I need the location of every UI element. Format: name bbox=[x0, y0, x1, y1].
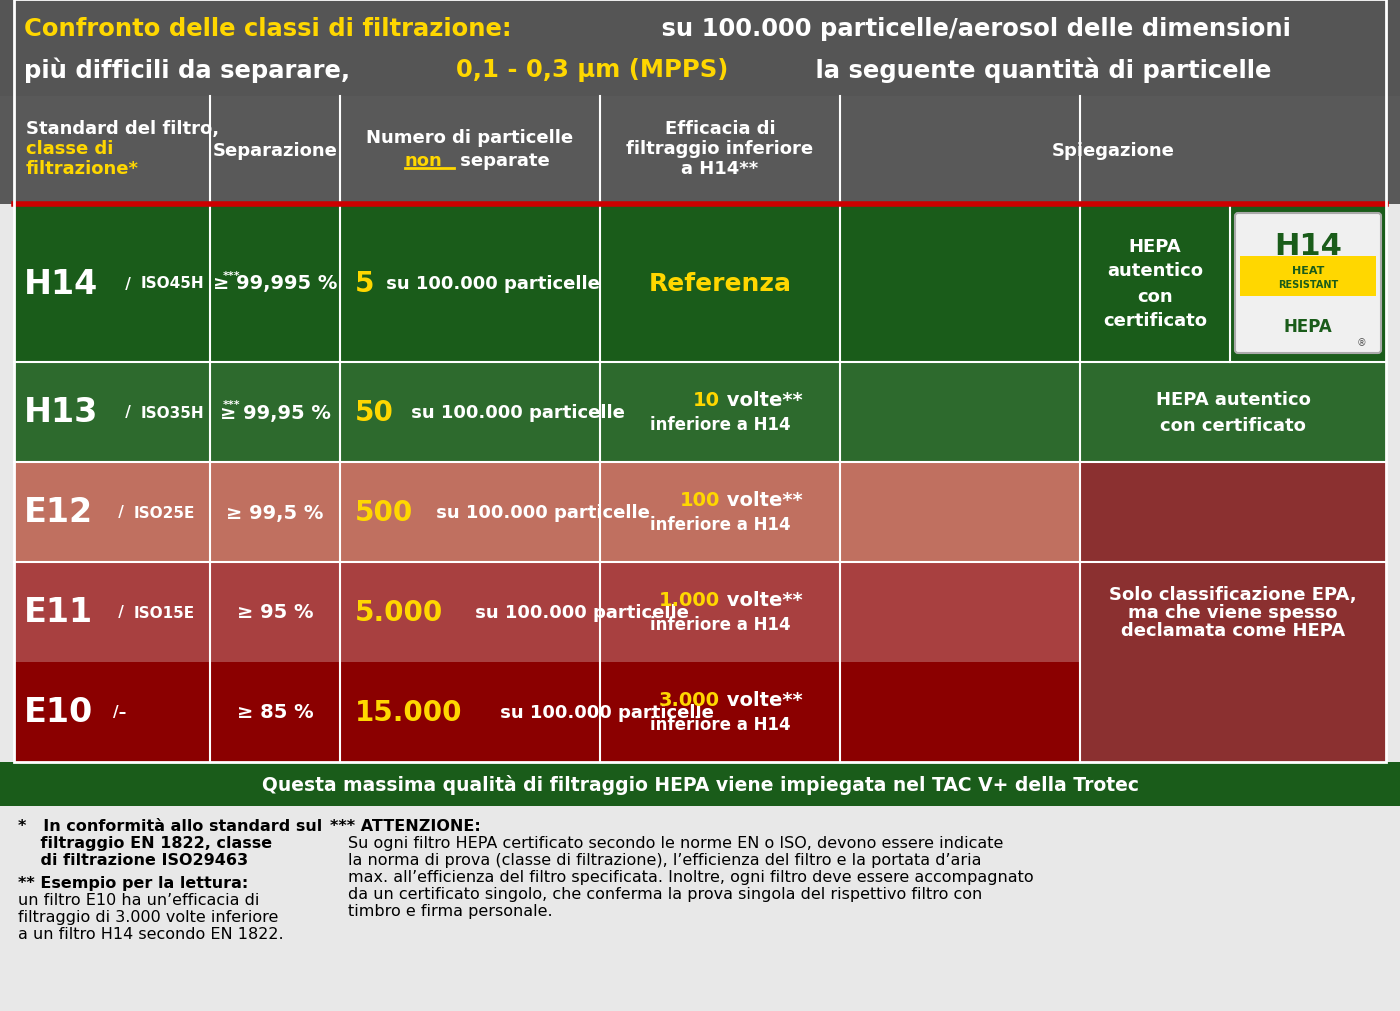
Text: inferiore a H14: inferiore a H14 bbox=[650, 616, 791, 633]
Text: 5: 5 bbox=[356, 270, 375, 297]
Text: ≥ 99,95 %: ≥ 99,95 % bbox=[220, 403, 330, 422]
Text: Standard del filtro,: Standard del filtro, bbox=[27, 120, 220, 137]
Text: HEPA
autentico
con
certificato: HEPA autentico con certificato bbox=[1103, 238, 1207, 331]
Text: 3.000: 3.000 bbox=[659, 691, 720, 710]
Text: di filtrazione ISO29463: di filtrazione ISO29463 bbox=[18, 852, 248, 867]
Text: filtraggio inferiore: filtraggio inferiore bbox=[626, 140, 813, 158]
Text: Solo classificazione EPA,: Solo classificazione EPA, bbox=[1109, 585, 1357, 604]
Text: su 100.000 particelle: su 100.000 particelle bbox=[405, 403, 624, 422]
Text: E12: E12 bbox=[24, 496, 94, 529]
Text: ** Esempio per la lettura:: ** Esempio per la lettura: bbox=[18, 876, 248, 890]
Text: volte**: volte** bbox=[720, 691, 802, 710]
Text: ISO45H: ISO45H bbox=[140, 276, 204, 291]
Text: Su ogni filtro HEPA certificato secondo le norme EN o ISO, devono essere indicat: Su ogni filtro HEPA certificato secondo … bbox=[349, 835, 1004, 850]
Text: inferiore a H14: inferiore a H14 bbox=[650, 716, 791, 733]
Bar bbox=[14, 463, 1386, 562]
Text: HEPA: HEPA bbox=[1284, 317, 1333, 336]
Text: RESISTANT: RESISTANT bbox=[1278, 280, 1338, 290]
Text: volte**: volte** bbox=[720, 491, 802, 510]
Text: non: non bbox=[405, 152, 442, 170]
Text: ISO25E: ISO25E bbox=[134, 506, 196, 520]
Text: ma che viene spesso: ma che viene spesso bbox=[1128, 604, 1338, 622]
Bar bbox=[0, 762, 1400, 806]
Text: la seguente quantità di particelle: la seguente quantità di particelle bbox=[808, 57, 1280, 83]
Text: HEPA autentico
con certificato: HEPA autentico con certificato bbox=[1155, 390, 1310, 435]
Text: E11: E11 bbox=[24, 595, 94, 629]
Text: H13: H13 bbox=[24, 396, 98, 429]
Text: Numero di particelle: Numero di particelle bbox=[367, 128, 574, 147]
Text: separate: separate bbox=[454, 152, 549, 170]
Text: ≥ 99,995 %: ≥ 99,995 % bbox=[213, 274, 337, 293]
Text: più difficili da separare,: più difficili da separare, bbox=[24, 57, 358, 83]
Text: H14: H14 bbox=[1274, 232, 1343, 261]
Bar bbox=[0, 97, 1400, 205]
Text: /: / bbox=[120, 405, 136, 421]
Text: classe di: classe di bbox=[27, 140, 113, 158]
Text: HEAT: HEAT bbox=[1292, 266, 1324, 276]
Text: declamata come HEPA: declamata come HEPA bbox=[1121, 622, 1345, 639]
Text: ***: *** bbox=[223, 399, 241, 409]
Text: ≥ 85 %: ≥ 85 % bbox=[237, 703, 314, 722]
Bar bbox=[0, 0, 1400, 97]
Text: 0,1 - 0,3 μm (MPPS): 0,1 - 0,3 μm (MPPS) bbox=[456, 58, 728, 82]
Text: ®: ® bbox=[1357, 338, 1366, 348]
Text: *   In conformità allo standard sul: * In conformità allo standard sul bbox=[18, 818, 322, 833]
Text: Efficacia di: Efficacia di bbox=[665, 120, 776, 137]
Text: da un certificato singolo, che conferma la prova singola del rispettivo filtro c: da un certificato singolo, che conferma … bbox=[349, 886, 983, 901]
Text: timbro e firma personale.: timbro e firma personale. bbox=[349, 903, 553, 918]
Text: su 100.000 particelle: su 100.000 particelle bbox=[430, 503, 650, 522]
Text: volte**: volte** bbox=[720, 590, 802, 610]
Text: filtraggio di 3.000 volte inferiore: filtraggio di 3.000 volte inferiore bbox=[18, 909, 279, 924]
Text: Confronto delle classi di filtrazione:: Confronto delle classi di filtrazione: bbox=[24, 17, 511, 41]
Bar bbox=[14, 0, 1386, 762]
Text: a un filtro H14 secondo EN 1822.: a un filtro H14 secondo EN 1822. bbox=[18, 926, 284, 941]
Text: *** ATTENZIONE:: *** ATTENZIONE: bbox=[330, 818, 480, 833]
Text: Separazione: Separazione bbox=[213, 142, 337, 160]
Text: 50: 50 bbox=[356, 398, 393, 427]
Text: /–: /– bbox=[113, 705, 127, 720]
Text: inferiore a H14: inferiore a H14 bbox=[650, 516, 791, 534]
FancyBboxPatch shape bbox=[1235, 213, 1380, 354]
Text: ***: *** bbox=[223, 271, 241, 281]
Text: su 100.000 particelle: su 100.000 particelle bbox=[381, 275, 601, 293]
Bar bbox=[14, 662, 1386, 762]
Bar bbox=[1240, 257, 1376, 297]
Text: 1.000: 1.000 bbox=[659, 590, 720, 610]
Text: Questa massima qualità di filtraggio HEPA viene impiegata nel TAC V+ della Trote: Questa massima qualità di filtraggio HEP… bbox=[262, 774, 1138, 795]
Text: Spiegazione: Spiegazione bbox=[1051, 142, 1175, 160]
Text: a H14**: a H14** bbox=[682, 160, 759, 178]
Bar bbox=[1079, 463, 1386, 762]
Text: su 100.000 particelle: su 100.000 particelle bbox=[494, 704, 714, 721]
Text: /: / bbox=[113, 506, 129, 520]
Text: /: / bbox=[113, 605, 129, 620]
Text: la norma di prova (classe di filtrazione), l’efficienza del filtro e la portata : la norma di prova (classe di filtrazione… bbox=[349, 852, 981, 867]
Text: filtrazione*: filtrazione* bbox=[27, 160, 139, 178]
Text: ≥ 95 %: ≥ 95 % bbox=[237, 603, 314, 622]
Bar bbox=[14, 562, 1386, 662]
Bar bbox=[14, 363, 1386, 463]
Text: 15.000: 15.000 bbox=[356, 699, 462, 726]
Text: /: / bbox=[120, 276, 136, 291]
Text: E10: E10 bbox=[24, 696, 94, 729]
Bar bbox=[1238, 216, 1378, 351]
Bar bbox=[14, 205, 1386, 363]
Text: 100: 100 bbox=[679, 491, 720, 510]
Text: inferiore a H14: inferiore a H14 bbox=[650, 416, 791, 434]
Text: H14: H14 bbox=[24, 267, 98, 300]
Text: su 100.000 particelle/aerosol delle dimensioni: su 100.000 particelle/aerosol delle dime… bbox=[654, 17, 1291, 41]
Text: ≥ 99,5 %: ≥ 99,5 % bbox=[227, 503, 323, 522]
Bar bbox=[0, 806, 1400, 1011]
Text: 5.000: 5.000 bbox=[356, 599, 444, 627]
Text: ISO35H: ISO35H bbox=[141, 405, 204, 421]
Text: un filtro E10 ha un’efficacia di: un filtro E10 ha un’efficacia di bbox=[18, 892, 259, 907]
Text: 500: 500 bbox=[356, 498, 413, 527]
Text: 10: 10 bbox=[693, 391, 720, 410]
Text: filtraggio EN 1822, classe: filtraggio EN 1822, classe bbox=[18, 835, 272, 850]
Text: Referenza: Referenza bbox=[648, 272, 791, 295]
Text: max. all’efficienza del filtro specificata. Inoltre, ogni filtro deve essere acc: max. all’efficienza del filtro specifica… bbox=[349, 869, 1033, 885]
Text: volte**: volte** bbox=[720, 391, 802, 410]
Text: su 100.000 particelle: su 100.000 particelle bbox=[469, 604, 689, 622]
Text: ISO15E: ISO15E bbox=[134, 605, 195, 620]
